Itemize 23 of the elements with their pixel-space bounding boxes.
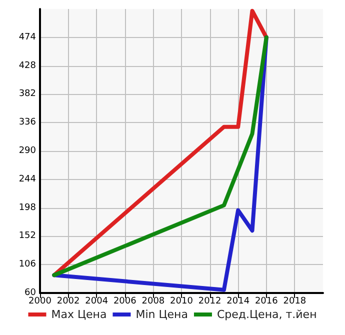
y-tick-label: 474 [18,32,36,42]
y-tick-label: 106 [18,260,36,270]
x-tick-label: 2016 [254,296,278,306]
x-tick-label: 2000 [28,296,52,306]
legend-label: Сред.Цена, т.йен [216,308,317,321]
y-tick-label: 198 [18,202,36,213]
y-tick-label: 290 [18,146,36,156]
x-tick-label: 2010 [170,296,194,306]
x-tick-label: 2008 [142,296,165,306]
y-tick-label: 336 [18,118,36,128]
y-tick-label: 382 [18,89,36,100]
legend-label: Min Цена [136,308,188,321]
x-tick-label: 2018 [283,296,306,306]
x-tick-label: 2002 [56,296,80,306]
y-tick-label: 244 [18,174,36,184]
x-tick-label: 2014 [226,296,250,306]
x-tick-label: 2012 [198,296,222,306]
x-tick-label: 2004 [85,296,108,306]
y-tick-label: 152 [18,231,36,242]
legend-label: Max Цена [51,308,107,321]
x-tick-label: 2006 [113,296,137,306]
y-tick-label: 60 [24,288,36,298]
y-tick-label: 428 [18,60,36,71]
